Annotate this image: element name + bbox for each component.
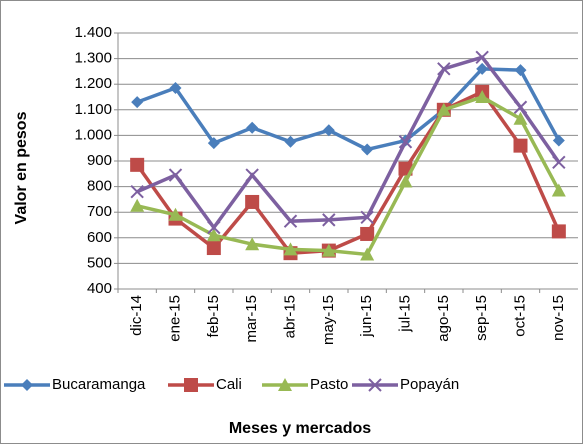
y-tick-label: 1.200: [74, 75, 112, 92]
marker: [513, 138, 528, 153]
marker: [552, 155, 566, 169]
marker: [130, 185, 144, 199]
marker: [322, 213, 336, 227]
y-tick-label: 800: [87, 178, 112, 195]
x-tick-label: feb-15: [205, 295, 222, 338]
marker: [360, 247, 375, 261]
y-tick-label: 1.400: [74, 24, 112, 41]
marker: [360, 210, 374, 225]
marker: [552, 134, 565, 147]
marker: [551, 183, 566, 197]
marker: [184, 378, 198, 392]
marker: [437, 62, 451, 76]
marker: [130, 157, 145, 172]
series-line: [136, 55, 561, 231]
y-tick-label: 400: [87, 280, 112, 297]
y-tick-label: 600: [87, 229, 112, 246]
marker: [368, 378, 382, 392]
series-line: [136, 67, 561, 152]
y-tick-label: 500: [87, 254, 112, 271]
marker: [322, 124, 335, 137]
x-tick-label: mar-15: [243, 295, 260, 343]
y-tick-label: 1.100: [74, 101, 112, 118]
marker: [321, 243, 336, 257]
x-tick-label: ene-15: [166, 295, 183, 342]
x-tick-label: oct-15: [511, 295, 528, 337]
y-tick-label: 700: [87, 203, 112, 220]
marker: [168, 207, 183, 221]
x-tick-label: may-15: [320, 295, 337, 345]
y-tick-label: 900: [87, 152, 112, 169]
marker: [130, 198, 145, 212]
x-tick-label: nov-15: [550, 295, 567, 341]
marker: [398, 174, 413, 188]
x-axis-title: Meses y mercados: [229, 420, 371, 437]
series-line: [136, 95, 561, 257]
marker: [245, 168, 259, 182]
legend-label: Cali: [216, 376, 242, 393]
marker: [131, 96, 144, 109]
marker: [206, 241, 221, 256]
marker: [398, 135, 413, 149]
y-tick-label: 1.000: [74, 126, 112, 143]
marker: [21, 379, 33, 391]
marker: [168, 168, 183, 182]
marker: [207, 137, 220, 150]
x-tick-label: abr-15: [281, 295, 298, 338]
marker: [278, 378, 292, 391]
marker: [513, 111, 528, 125]
x-tick-label: sep-15: [473, 295, 490, 341]
marker: [475, 90, 490, 103]
x-tick-label: ago-15: [435, 295, 452, 342]
marker: [245, 237, 260, 251]
marker: [284, 135, 297, 148]
marker: [436, 102, 451, 116]
marker: [283, 214, 298, 228]
marker: [476, 62, 489, 75]
marker: [513, 100, 528, 114]
marker: [514, 64, 527, 77]
y-tick-label: 1.300: [74, 50, 112, 67]
y-axis-title: Valor en pesos: [13, 111, 30, 224]
marker: [475, 50, 489, 65]
marker: [360, 226, 375, 241]
marker: [169, 82, 182, 95]
marker: [361, 143, 374, 156]
marker: [207, 220, 221, 235]
x-tick-label: dic-14: [128, 295, 145, 336]
marker: [283, 242, 298, 256]
marker: [551, 224, 566, 239]
legend-label: Bucaramanga: [52, 376, 146, 393]
x-tick-label: jun-15: [358, 295, 375, 338]
x-tick-label: jul-15: [396, 295, 413, 333]
legend-label: Pasto: [310, 376, 348, 393]
marker: [245, 194, 260, 209]
legend-label: Popayán: [400, 376, 459, 393]
marker: [206, 228, 221, 242]
marker: [246, 121, 259, 134]
